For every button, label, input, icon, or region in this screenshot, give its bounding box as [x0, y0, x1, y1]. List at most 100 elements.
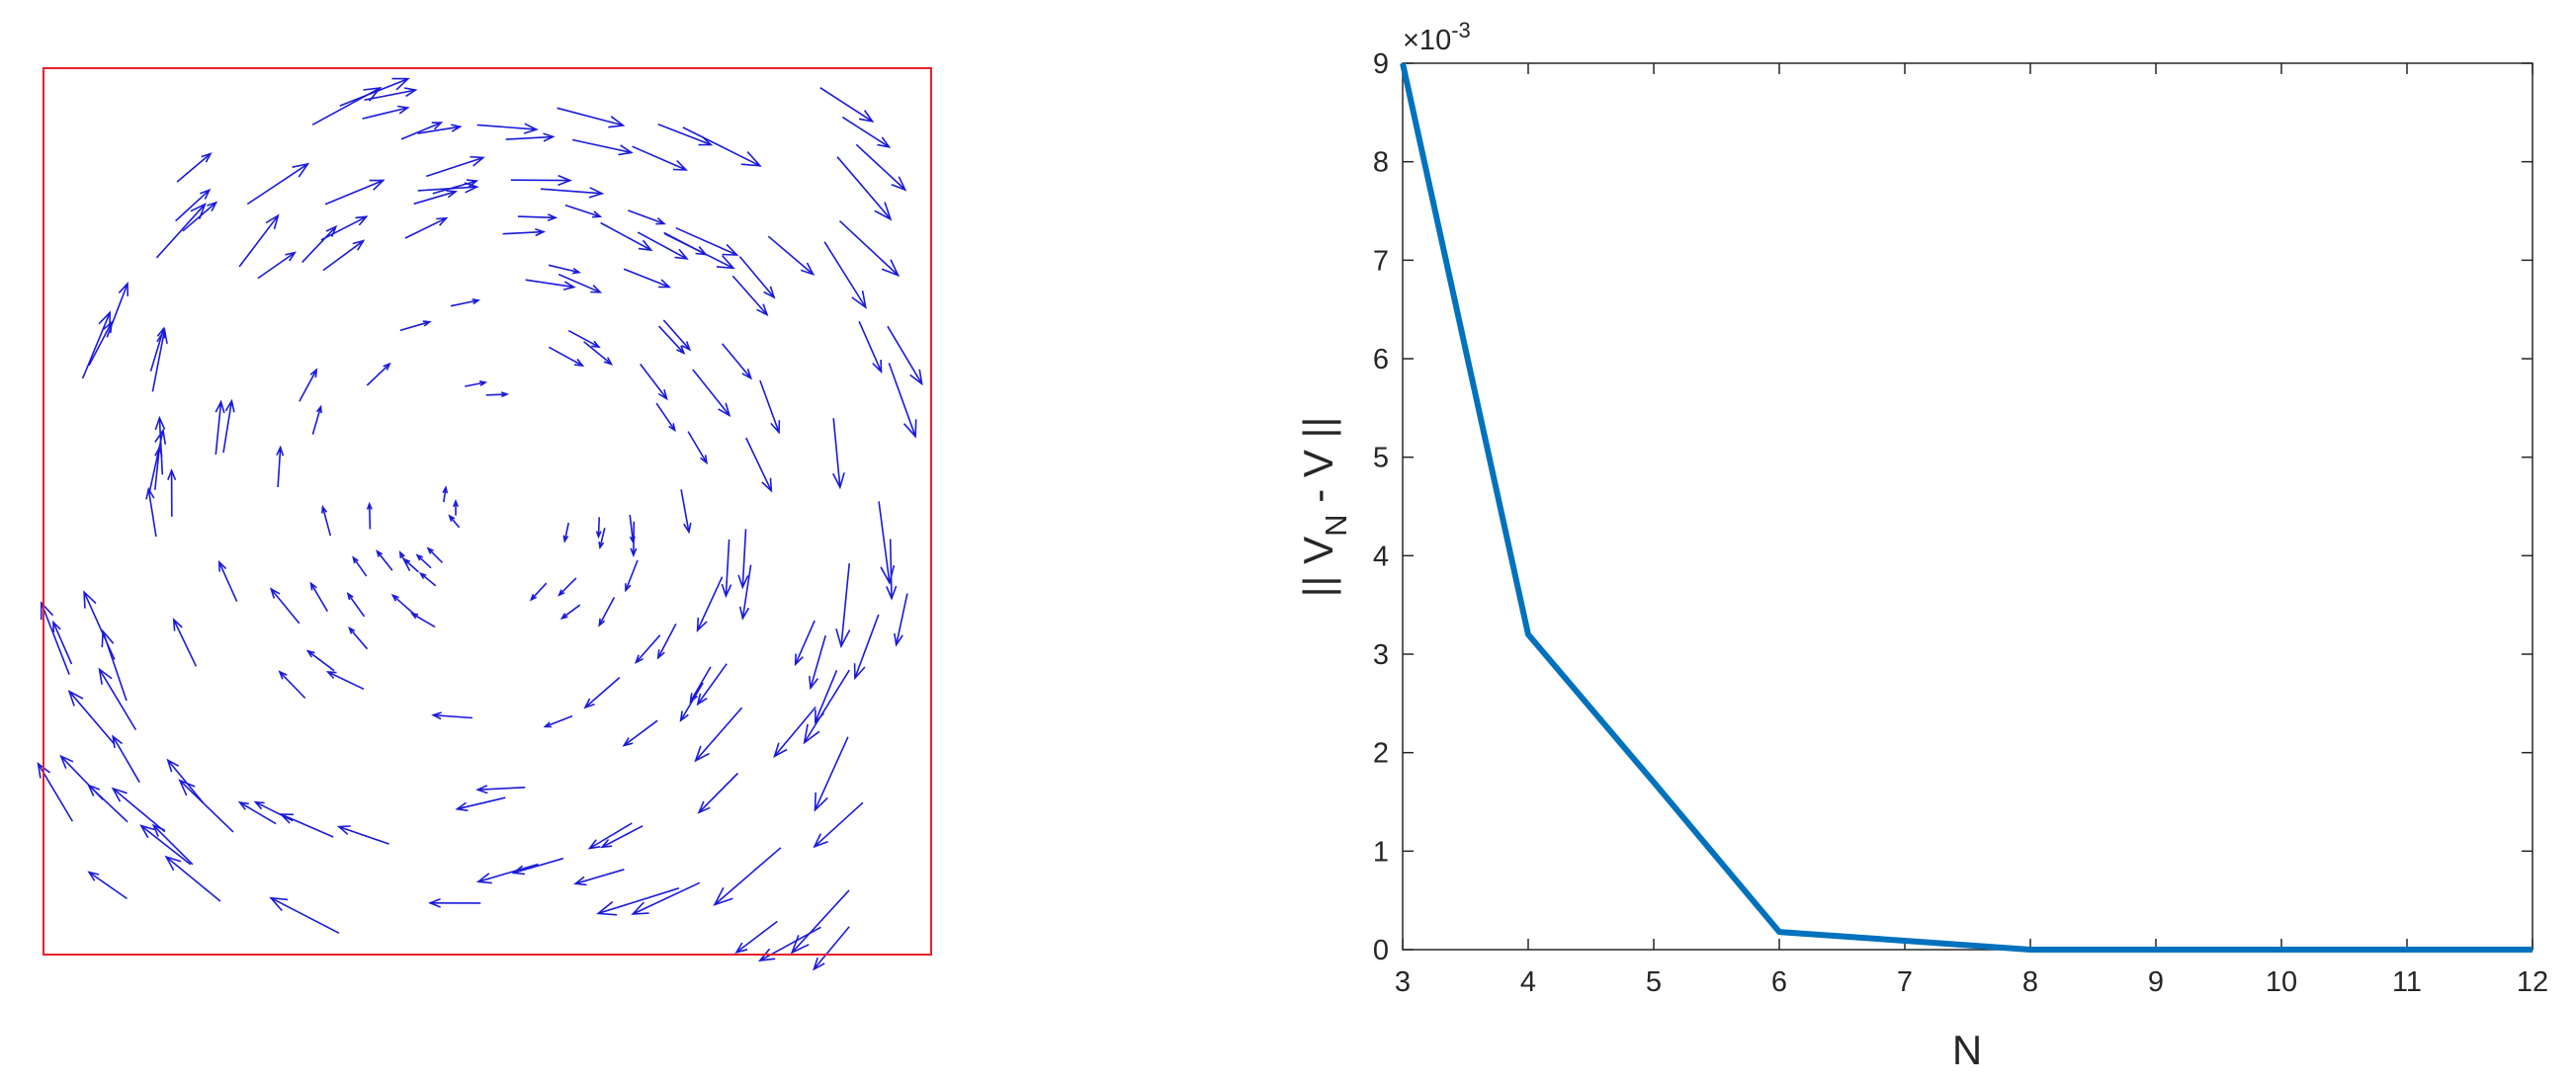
quiver-arrow	[87, 871, 128, 900]
quiver-arrow	[564, 204, 603, 218]
quiver-arrow	[598, 528, 606, 550]
quiver-arrow	[366, 362, 391, 386]
y-tick-label: 2	[1373, 738, 1389, 770]
quiver-arrow	[886, 539, 898, 601]
quiver-arrow	[664, 232, 735, 270]
quiver-arrow	[543, 714, 573, 728]
quiver-arrow	[757, 926, 821, 962]
quiver-arrow	[164, 855, 221, 902]
quiver-arrow	[689, 666, 712, 704]
x-axis-label: N	[1952, 1027, 1982, 1073]
quiver-arrow	[151, 823, 194, 866]
quiver-arrow	[257, 251, 297, 280]
quiver-arrow	[67, 690, 116, 746]
quiver-arrow	[622, 719, 658, 747]
quiver-arrow	[721, 343, 752, 380]
quiver-arrow	[517, 213, 558, 221]
quiver-arrow	[450, 298, 480, 307]
quiver-arrow	[823, 241, 867, 309]
quiver-arrow	[167, 467, 177, 517]
quiver-arrow	[154, 415, 166, 475]
y-tick-label: 9	[1373, 48, 1389, 80]
quiver-arrow	[339, 77, 410, 107]
quiver-arrow	[362, 105, 410, 120]
quiver-arrow	[106, 281, 129, 338]
y-tick-label: 8	[1373, 147, 1389, 179]
quiver-arrow	[596, 887, 680, 916]
quiver-arrow	[278, 670, 306, 700]
quiver-arrow	[485, 391, 510, 398]
quiver-arrow	[215, 399, 225, 455]
quiver-arrow	[426, 546, 444, 563]
y-tick-label: 3	[1373, 639, 1389, 671]
quiver-arrow	[838, 220, 901, 278]
quiver-arrow	[529, 582, 548, 602]
quiver-arrow	[246, 162, 310, 206]
x-tick-label: 9	[2148, 966, 2164, 998]
quiver-arrow	[426, 155, 485, 178]
quiver-arrow	[176, 152, 213, 183]
quiver-arrow	[253, 800, 294, 822]
quiver-arrow	[178, 779, 234, 833]
quiver-arrow	[853, 614, 880, 681]
quiver-arrow	[322, 239, 366, 272]
quiver-arrow	[548, 346, 585, 368]
quiver-arrow	[502, 227, 547, 237]
quiver-arrow	[40, 601, 70, 675]
quiver-arrow	[52, 620, 73, 665]
quiver-arrow	[325, 671, 365, 691]
quiver-arrow	[790, 889, 850, 955]
quiver-arrow	[366, 501, 373, 530]
quiver-arrow	[413, 190, 459, 206]
quiver-arrow	[525, 279, 576, 291]
x-tick-label: 10	[2266, 966, 2297, 998]
quiver-arrow	[878, 501, 896, 585]
quiver-arrow	[88, 320, 113, 367]
x-tick-label: 3	[1395, 966, 1411, 998]
quiver-arrow	[217, 559, 238, 603]
quiver-arrow	[640, 363, 668, 401]
quiver-arrow	[511, 857, 564, 876]
quiver-arrow	[352, 555, 368, 577]
quiver-arrow	[311, 404, 322, 435]
quiver-arrow	[682, 126, 762, 167]
series-line	[1400, 62, 2533, 953]
quiver-arrow	[505, 132, 556, 142]
quiver-arrow	[662, 319, 692, 352]
quiver-arrow	[658, 325, 686, 355]
quiver-arrow	[634, 634, 661, 665]
quiver-arrow	[139, 824, 192, 866]
quiver-arrow	[562, 522, 569, 543]
quiver-arrow	[734, 920, 778, 955]
quiver-arrow	[656, 624, 677, 660]
quiver-arrow	[803, 669, 850, 745]
quiver-arrow	[172, 618, 198, 667]
y-tick-label: 1	[1373, 836, 1389, 868]
quiver-panel	[37, 67, 932, 971]
quiver-arrow	[559, 604, 581, 620]
quiver-arrow	[237, 800, 277, 825]
quiver-arrow	[427, 897, 481, 908]
quiver-arrow	[364, 87, 418, 101]
quiver-arrow	[813, 926, 850, 971]
quiver-arrow	[737, 529, 749, 590]
quiver-arrow	[738, 256, 776, 299]
quiver-arrow	[269, 587, 301, 625]
quiver-arrow	[687, 431, 709, 465]
quiver-arrow	[390, 593, 416, 617]
quiver-arrow	[587, 822, 633, 850]
quiver-arrow	[418, 571, 437, 587]
y-axis-label: || VN - V ||	[1295, 417, 1353, 598]
quiver-arrow	[475, 863, 539, 884]
quiver-arrow	[623, 268, 672, 289]
quiver-arrow	[571, 138, 634, 156]
quiver-arrow	[155, 203, 207, 259]
quiver-arrow	[336, 825, 389, 845]
plot-area-frame	[1402, 62, 2533, 951]
quiver-arrow	[321, 504, 332, 537]
quiver-arrow	[222, 398, 235, 454]
quiver-arrow	[631, 881, 701, 915]
quiver-arrow	[101, 628, 128, 702]
quiver-arrow	[657, 123, 714, 146]
